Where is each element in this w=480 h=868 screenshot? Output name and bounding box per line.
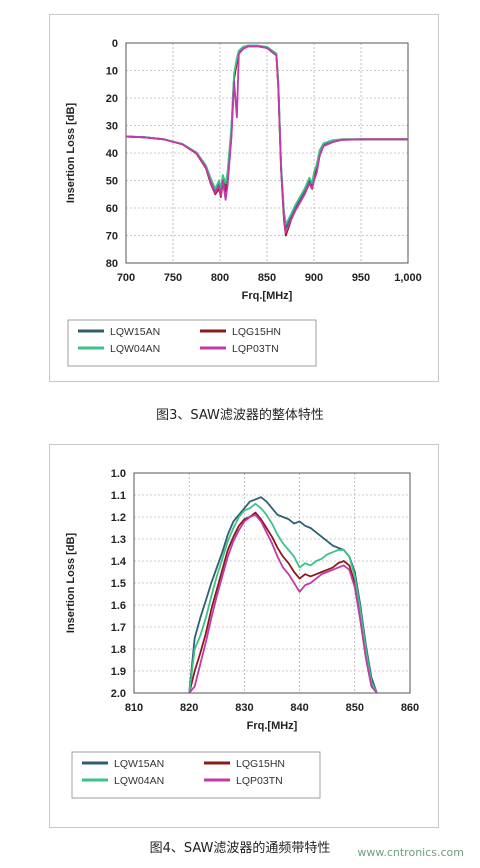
series-group bbox=[188, 496, 378, 693]
plot-frame bbox=[133, 472, 411, 694]
x-tick-label: 1,000 bbox=[394, 272, 422, 284]
x-tick-label: 820 bbox=[180, 702, 198, 714]
legend-label: LQG15HN bbox=[232, 326, 281, 338]
series-line-lqg15hn bbox=[188, 511, 378, 693]
x-tick-label: 840 bbox=[290, 702, 308, 714]
x-tick-label: 750 bbox=[164, 272, 182, 284]
y-axis-label: Insertion Loss [dB] bbox=[65, 103, 77, 204]
figure-caption-fig4: 图4、SAW滤波器的通频带特性 bbox=[149, 841, 331, 856]
y-tick-label: 80 bbox=[106, 258, 118, 270]
chart-fig4: 1.0 1.1 1.2 1.3 1.4 1.5 1.6 1.7 1.8 1.9 2.0 810 820 8… bbox=[65, 468, 419, 799]
series-group bbox=[126, 44, 408, 237]
legend-label: LQP03TN bbox=[232, 343, 279, 355]
y-tick-label: 60 bbox=[106, 203, 118, 215]
y-tick-label: 20 bbox=[106, 93, 118, 105]
x-tick-label: 950 bbox=[352, 272, 370, 284]
x-axis-label: Frq.[MHz] bbox=[247, 720, 298, 732]
y-tick-label: 1.3 bbox=[111, 534, 126, 546]
legend-box bbox=[67, 319, 317, 367]
y-tick-label: 0 bbox=[112, 38, 118, 50]
x-tick-label: 850 bbox=[258, 272, 276, 284]
x-tick-label: 900 bbox=[305, 272, 323, 284]
watermark-text: www.cntronics.com bbox=[357, 846, 464, 859]
figure-caption-fig3: 图3、SAW滤波器的整体特性 bbox=[156, 408, 324, 423]
legend-label: LQP03TN bbox=[236, 775, 283, 787]
legend-label: LQW15AN bbox=[110, 326, 160, 338]
legend-label: LQW04AN bbox=[110, 343, 160, 355]
y-tick-label: 2.0 bbox=[111, 688, 126, 700]
legend-label: LQW15AN bbox=[114, 758, 164, 770]
series-line-lqp03tn bbox=[188, 513, 378, 693]
plot-frame bbox=[125, 42, 409, 264]
y-tick-label: 70 bbox=[106, 231, 118, 243]
y-tick-label: 1.0 bbox=[111, 468, 126, 480]
x-tick-label: 700 bbox=[117, 272, 135, 284]
legend-label: LQW04AN bbox=[114, 775, 164, 787]
y-tick-label: 1.8 bbox=[111, 644, 126, 656]
chart-fig3: 0 10 20 30 40 50 60 70 80 700 750 800 850 900 950 1,000… bbox=[65, 38, 422, 367]
y-axis-label: Insertion Loss [dB] bbox=[65, 533, 77, 634]
x-tick-label: 860 bbox=[401, 702, 419, 714]
legend-label: LQG15HN bbox=[236, 758, 285, 770]
y-tick-label: 1.2 bbox=[111, 512, 126, 524]
legend-box bbox=[71, 751, 321, 799]
x-tick-label: 850 bbox=[346, 702, 364, 714]
series-line-lqw04an bbox=[188, 502, 378, 693]
y-tick-label: 1.4 bbox=[111, 556, 127, 568]
x-tick-label: 830 bbox=[235, 702, 253, 714]
series-line-lqp03tn bbox=[126, 45, 408, 234]
chart-panel-fig4: 1.0 1.1 1.2 1.3 1.4 1.5 1.6 1.7 1.8 1.9 2.0 810 820 8… bbox=[49, 444, 439, 828]
y-tick-label: 1.7 bbox=[111, 622, 126, 634]
y-tick-label: 1.5 bbox=[111, 578, 126, 590]
y-tick-label: 10 bbox=[106, 66, 118, 78]
y-tick-label: 40 bbox=[106, 148, 118, 160]
x-tick-label: 810 bbox=[125, 702, 143, 714]
x-axis-label: Frq.[MHz] bbox=[242, 290, 293, 302]
y-tick-label: 1.1 bbox=[111, 490, 126, 502]
y-tick-label: 1.9 bbox=[111, 666, 126, 678]
y-tick-label: 50 bbox=[106, 176, 118, 188]
y-tick-label: 30 bbox=[106, 121, 118, 133]
chart-panel-fig3: 0 10 20 30 40 50 60 70 80 700 750 800 850 900 950 1,000… bbox=[49, 14, 439, 382]
series-line-lqw04an bbox=[126, 44, 408, 226]
y-tick-label: 1.6 bbox=[111, 600, 126, 612]
x-tick-label: 800 bbox=[211, 272, 229, 284]
